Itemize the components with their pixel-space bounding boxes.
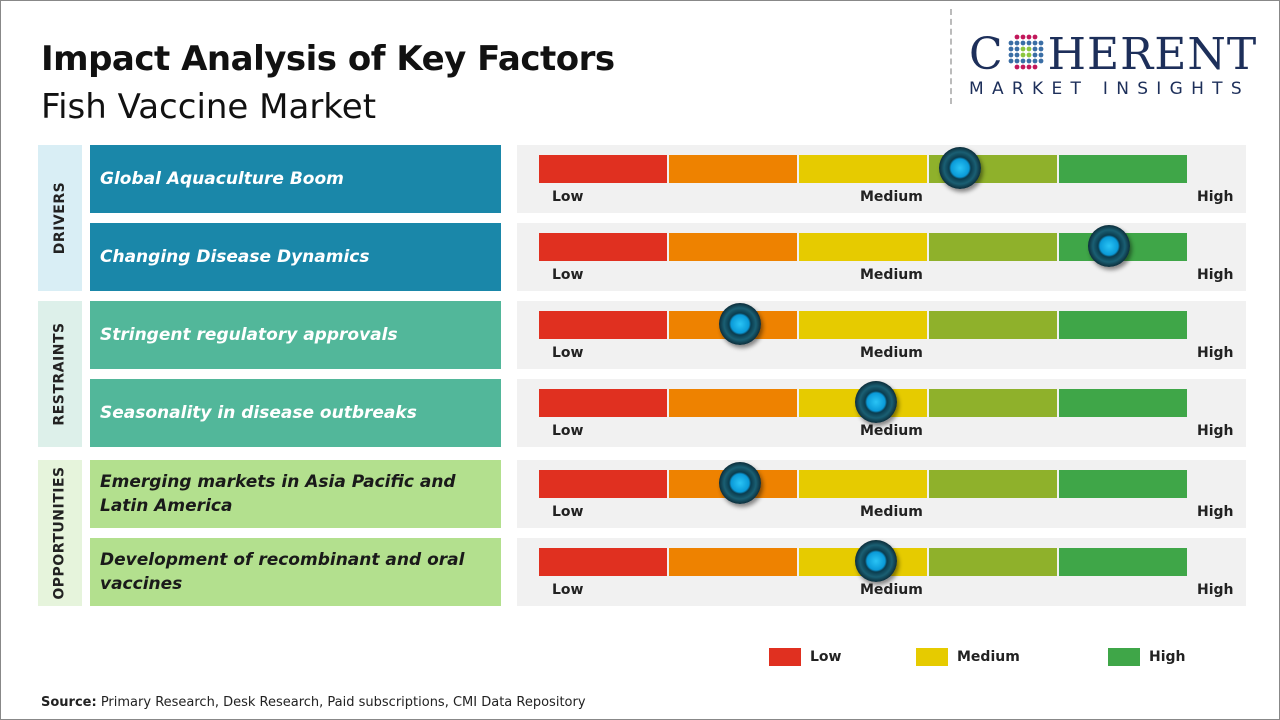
legend-swatch bbox=[916, 648, 948, 666]
source-note: Source: Primary Research, Desk Research,… bbox=[41, 695, 586, 710]
gauge-segment bbox=[539, 311, 667, 339]
scale-label: High bbox=[1197, 189, 1234, 205]
impact-marker bbox=[718, 303, 761, 345]
scale-label: High bbox=[1197, 345, 1234, 361]
scale-label: Medium bbox=[860, 345, 923, 361]
gauge-segment bbox=[929, 389, 1057, 417]
gauge-segment bbox=[669, 389, 797, 417]
legend-item: Low bbox=[769, 648, 841, 666]
gauge-segment bbox=[799, 155, 927, 183]
impact-gauge: Low Medium High bbox=[517, 301, 1246, 369]
legend-item: Medium bbox=[916, 648, 1020, 666]
scale-label: Low bbox=[552, 582, 584, 598]
page-title: Impact Analysis of Key Factors bbox=[41, 39, 615, 79]
impact-marker bbox=[1088, 225, 1131, 267]
impact-gauge: Low Medium High bbox=[517, 460, 1246, 528]
impact-gauge: Low Medium High bbox=[517, 145, 1246, 213]
gauge-segment bbox=[1059, 470, 1187, 498]
gauge-segment bbox=[539, 389, 667, 417]
group-label-opportunities: OPPORTUNITIES bbox=[38, 460, 82, 606]
logo-globe-icon bbox=[1008, 34, 1044, 70]
impact-gauge: Low Medium High bbox=[517, 379, 1246, 447]
impact-gauge: Low Medium High bbox=[517, 538, 1246, 606]
gauge-segment bbox=[929, 233, 1057, 261]
gauge-segment bbox=[669, 548, 797, 576]
scale-label: Medium bbox=[860, 189, 923, 205]
gauge-segment bbox=[929, 548, 1057, 576]
impact-gauge: Low Medium High bbox=[517, 223, 1246, 291]
gauge-segment bbox=[539, 233, 667, 261]
gauge-segment bbox=[539, 470, 667, 498]
gauge-segment bbox=[1059, 548, 1187, 576]
gauge-segment bbox=[669, 233, 797, 261]
scale-label: Medium bbox=[860, 504, 923, 520]
gauge-segment bbox=[539, 548, 667, 576]
scale-label: High bbox=[1197, 267, 1234, 283]
scale-label: Medium bbox=[860, 423, 923, 439]
legend-swatch bbox=[1108, 648, 1140, 666]
legend-label: Medium bbox=[957, 649, 1020, 665]
scale-label: Low bbox=[552, 504, 584, 520]
gauge-segment bbox=[669, 155, 797, 183]
scale-label: High bbox=[1197, 423, 1234, 439]
gauge-segment bbox=[799, 233, 927, 261]
page-subtitle: Fish Vaccine Market bbox=[41, 87, 377, 127]
scale-label: High bbox=[1197, 504, 1234, 520]
gauge-segment bbox=[799, 311, 927, 339]
scale-label: Low bbox=[552, 267, 584, 283]
factor-label: Development of recombinant and oral vacc… bbox=[90, 538, 501, 606]
gauge-segment bbox=[1059, 389, 1187, 417]
legend-label: High bbox=[1149, 649, 1186, 665]
scale-label: Low bbox=[552, 423, 584, 439]
gauge-segment bbox=[1059, 155, 1187, 183]
gauge-segment bbox=[799, 470, 927, 498]
scale-label: Low bbox=[552, 345, 584, 361]
gauge-segment bbox=[539, 155, 667, 183]
logo: C HERENT MARKET INSIGHTS bbox=[969, 29, 1258, 100]
impact-marker bbox=[718, 462, 761, 504]
factor-label: Emerging markets in Asia Pacific and Lat… bbox=[90, 460, 501, 528]
impact-marker bbox=[854, 540, 897, 582]
impact-marker bbox=[854, 381, 897, 423]
divider bbox=[950, 9, 952, 104]
gauge-segment bbox=[929, 311, 1057, 339]
factor-label: Stringent regulatory approvals bbox=[90, 301, 501, 369]
factor-label: Global Aquaculture Boom bbox=[90, 145, 501, 213]
gauge-segment bbox=[929, 470, 1057, 498]
scale-label: Medium bbox=[860, 267, 923, 283]
scale-label: High bbox=[1197, 582, 1234, 598]
group-label-restraints: RESTRAINTS bbox=[38, 301, 82, 447]
impact-marker bbox=[939, 147, 982, 189]
legend-item: High bbox=[1108, 648, 1186, 666]
legend-label: Low bbox=[810, 649, 842, 665]
gauge-segment bbox=[1059, 311, 1187, 339]
legend-swatch bbox=[769, 648, 801, 666]
scale-label: Low bbox=[552, 189, 584, 205]
scale-label: Medium bbox=[860, 582, 923, 598]
factor-label: Changing Disease Dynamics bbox=[90, 223, 501, 291]
factor-label: Seasonality in disease outbreaks bbox=[90, 379, 501, 447]
group-label-drivers: DRIVERS bbox=[38, 145, 82, 291]
